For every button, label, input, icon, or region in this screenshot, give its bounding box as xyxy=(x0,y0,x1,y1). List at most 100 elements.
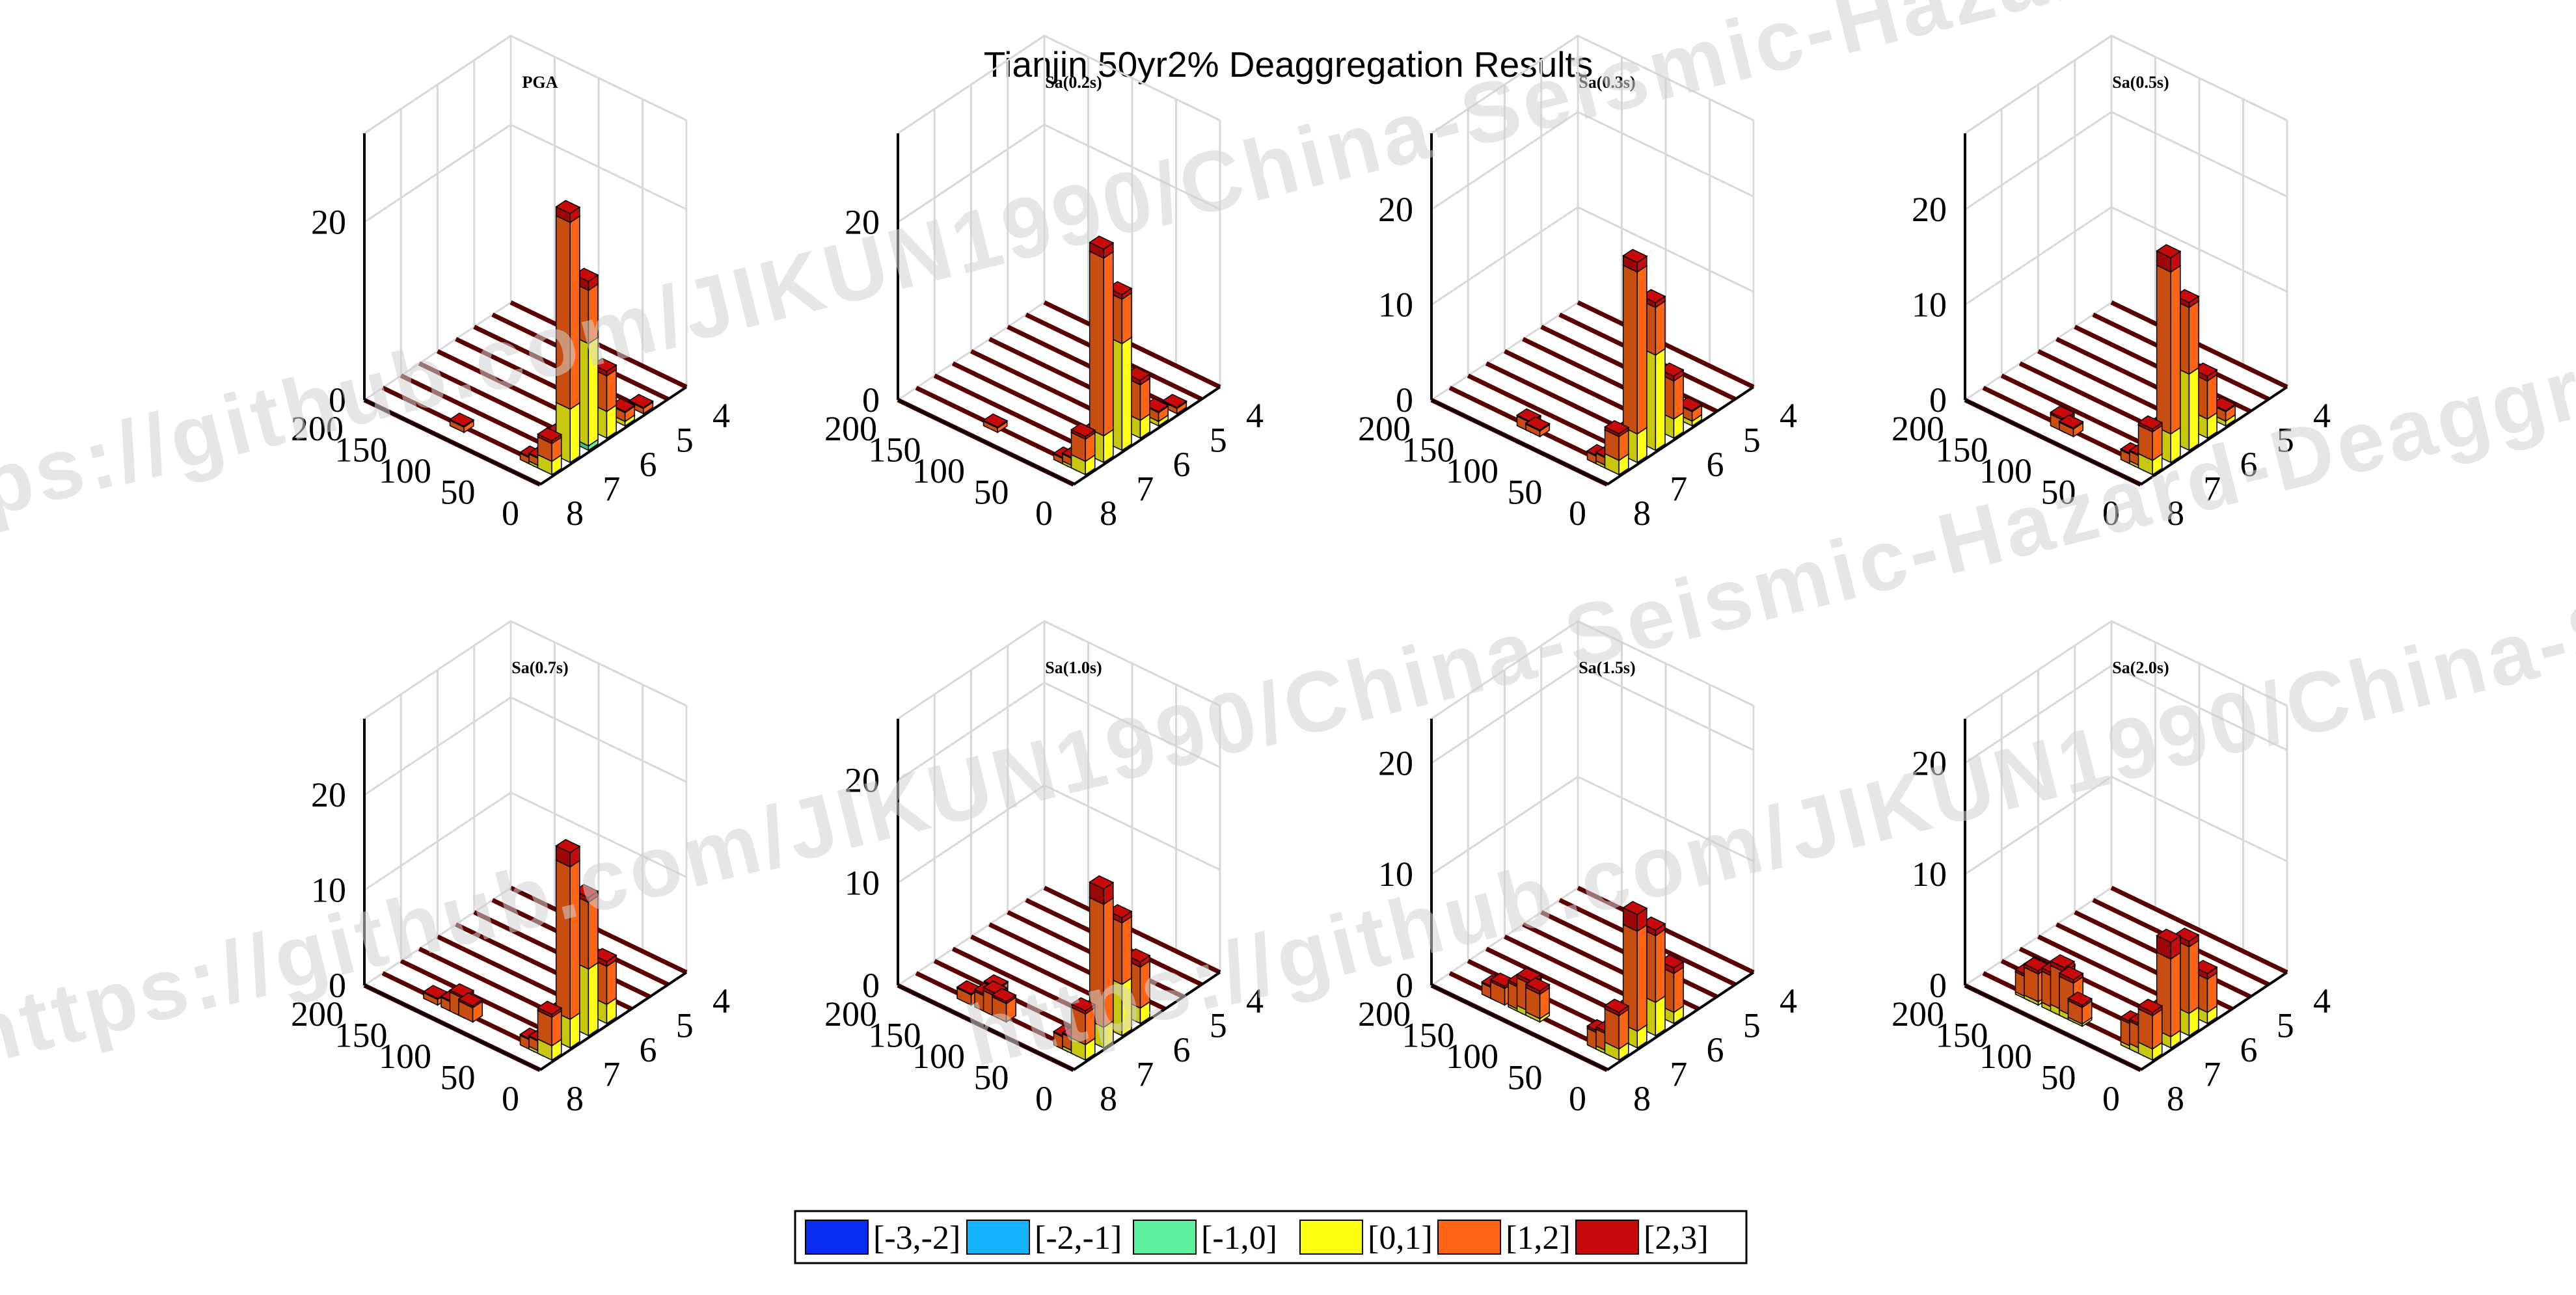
z-tick-label: 20 xyxy=(311,203,346,242)
magnitude-tick-label: 5 xyxy=(1743,421,1761,460)
distance-tick-label: 200 xyxy=(291,409,344,448)
magnitude-tick-label: 7 xyxy=(603,1055,620,1094)
bar-segment xyxy=(2067,991,2093,1006)
grid-line xyxy=(1431,34,1754,135)
distance-tick-label: 100 xyxy=(1979,1037,2032,1076)
bar-segment xyxy=(2210,397,2236,412)
distance-tick-label: 100 xyxy=(1446,451,1498,490)
magnitude-tick-label: 6 xyxy=(1173,1030,1191,1069)
magnitude-tick-label: 5 xyxy=(2277,1006,2294,1045)
bar-segment xyxy=(1604,998,1630,1013)
bar-segment xyxy=(606,959,617,1006)
subplot-bars xyxy=(983,235,1187,476)
bar-segment xyxy=(1125,948,1151,963)
z-tick-label: 20 xyxy=(1912,190,1947,229)
magnitude-axis-line xyxy=(539,386,688,486)
grid-line xyxy=(364,696,687,796)
bar-segment xyxy=(1139,959,1150,1009)
legend-label: [0,1] xyxy=(1368,1220,1433,1257)
bar-segment xyxy=(983,413,1009,428)
bar-segment xyxy=(588,961,599,1037)
bar-segment xyxy=(1089,250,1104,437)
legend-swatch xyxy=(1133,1220,1197,1255)
distance-tick-label: 0 xyxy=(502,1079,519,1118)
bar-segment xyxy=(2050,954,2076,968)
grid-line xyxy=(897,123,1221,223)
grid-line xyxy=(1964,206,2288,306)
distance-tick-label: 200 xyxy=(291,995,344,1034)
bar-segment xyxy=(1640,289,1666,304)
magnitude-tick-label: 4 xyxy=(712,396,730,435)
z-tick-label: 0 xyxy=(1396,966,1413,1005)
magnitude-axis-line xyxy=(2139,971,2288,1071)
bar-segment xyxy=(1636,265,1647,435)
distance-axis-line xyxy=(897,984,1074,1071)
bar-segment xyxy=(1070,423,1096,437)
bar-segment xyxy=(1640,916,1666,931)
bar-segment xyxy=(555,838,581,853)
bar-segment xyxy=(1121,336,1132,451)
grid-line xyxy=(364,791,687,891)
bar-segment xyxy=(2058,966,2084,981)
distance-tick-label: 0 xyxy=(1569,494,1586,533)
figure-title: Tianjin 50yr2% Deaggregation Results xyxy=(984,44,1593,85)
distance-tick-label: 150 xyxy=(335,431,388,470)
grid-line xyxy=(1431,111,1754,211)
bar-segment xyxy=(1107,903,1133,918)
magnitude-tick-label: 8 xyxy=(1633,1079,1651,1118)
grid-line xyxy=(364,620,687,720)
bar-segment xyxy=(1636,924,1647,1032)
distance-tick-label: 100 xyxy=(912,451,965,490)
bar-segment xyxy=(449,412,475,427)
grid-line xyxy=(897,784,1221,884)
magnitude-axis-line xyxy=(2139,386,2288,486)
magnitude-tick-label: 6 xyxy=(2240,1030,2258,1069)
bar-segment xyxy=(537,1000,563,1015)
z-tick-label: 0 xyxy=(1396,380,1413,420)
bar-segment xyxy=(2192,959,2218,974)
distance-tick-label: 0 xyxy=(502,494,519,533)
legend-swatch xyxy=(1437,1220,1501,1255)
bar-segment xyxy=(1143,397,1169,412)
grid-line xyxy=(897,620,1221,720)
bar-segment xyxy=(537,427,563,442)
distance-tick-label: 100 xyxy=(379,451,431,490)
distance-tick-label: 150 xyxy=(1402,431,1455,470)
z-tick-label: 0 xyxy=(1929,380,1947,420)
magnitude-tick-label: 8 xyxy=(2167,1079,2184,1118)
distance-tick-label: 200 xyxy=(1891,995,1944,1034)
bar-segment xyxy=(1655,928,1666,1004)
z-tick-label: 10 xyxy=(1378,286,1413,325)
distance-tick-label: 150 xyxy=(1936,431,1988,470)
subplot-bars xyxy=(1481,901,1685,1061)
bar-segment xyxy=(1622,901,1648,915)
magnitude-axis-line xyxy=(1072,386,1221,486)
distance-tick-label: 50 xyxy=(2041,473,2076,512)
magnitude-axis-line xyxy=(1606,386,1755,486)
magnitude-tick-label: 5 xyxy=(1210,421,1227,460)
distance-tick-label: 0 xyxy=(2102,1079,2120,1118)
magnitude-tick-label: 5 xyxy=(2277,421,2294,460)
subplot-title: Sa(2.0s) xyxy=(2112,658,2169,677)
grid-line xyxy=(1431,775,1754,875)
distance-tick-label: 150 xyxy=(1936,1016,1988,1055)
bar-segment xyxy=(1677,397,1703,412)
grid-line xyxy=(1964,111,2288,211)
legend-swatch xyxy=(805,1220,869,1255)
magnitude-tick-label: 8 xyxy=(1100,494,1117,533)
bar-segment xyxy=(2206,373,2217,420)
bar-segment xyxy=(1622,264,1638,435)
distance-tick-label: 50 xyxy=(441,473,476,512)
floor-line xyxy=(509,885,688,975)
subplot-bars xyxy=(2014,928,2218,1061)
z-tick-label: 0 xyxy=(329,380,346,420)
bar-segment xyxy=(591,358,617,372)
